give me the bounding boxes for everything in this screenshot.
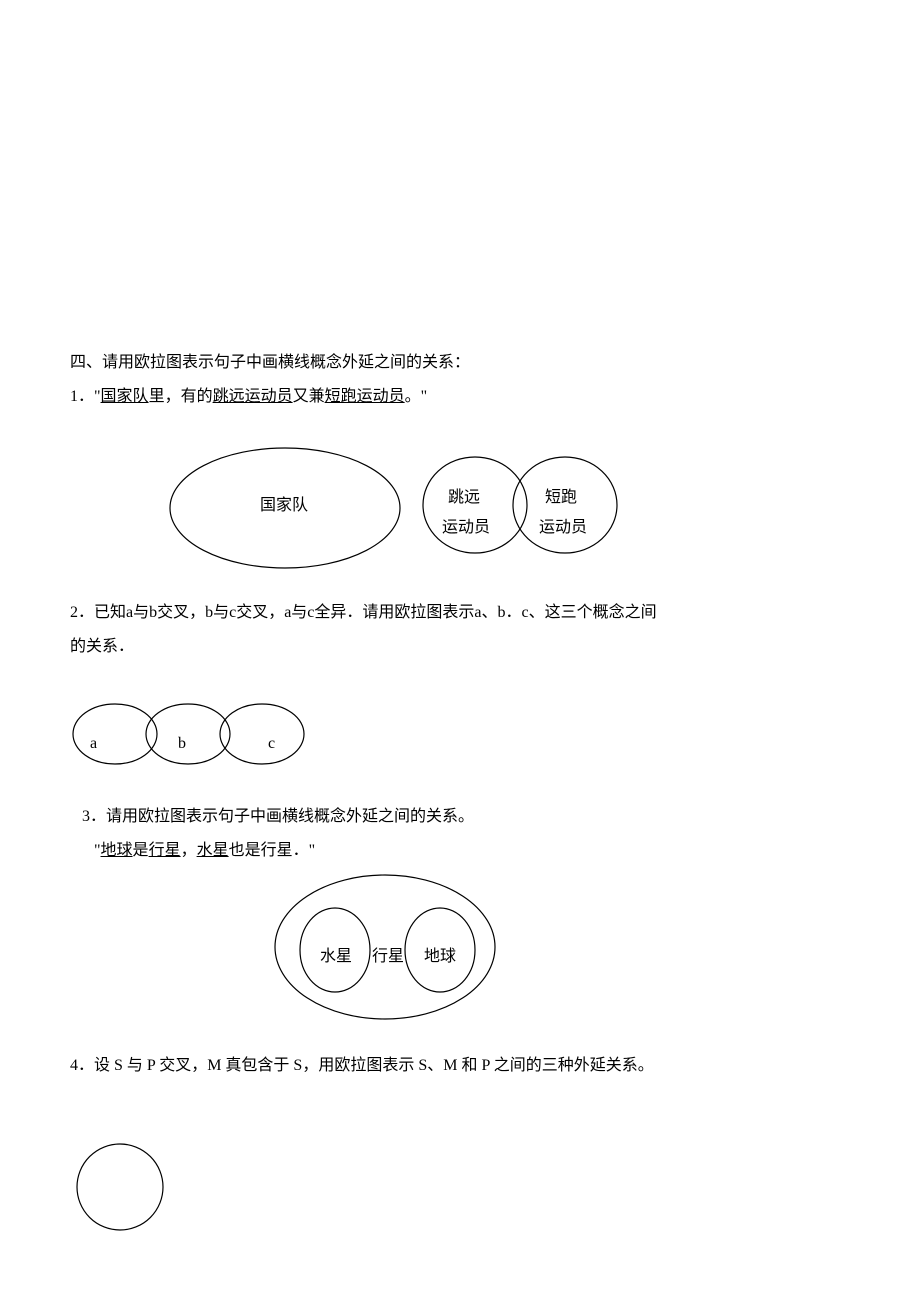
q2-label-a: a [90,729,97,759]
q3-diagram: 水星 行星 地球 [160,872,850,1027]
q1-underline-a: 国家队 [101,388,149,405]
section-heading: 四、请用欧拉图表示句子中画横线概念外延之间的关系： [70,348,850,378]
q3-label-mid: 行星 [372,942,404,972]
q1-prefix: 1．" [70,388,101,405]
q1-label-left2: 运动员 [442,513,490,543]
q2-label-b: b [178,729,186,759]
q1-label-big: 国家队 [260,491,308,521]
q4-text: 4．设 S 与 P 交叉，M 真包含于 S，用欧拉图表示 S、M 和 P 之间的… [70,1051,850,1081]
q2-label-c: c [268,729,275,759]
q3-mid2: ， [181,842,197,859]
q3-mid3: 也是行星．" [229,842,316,859]
q3-line1: 3．请用欧拉图表示句子中画横线概念外延之间的关系。 [70,802,850,832]
q1-suffix: 。" [405,388,428,405]
q3-underline-c: 水星 [197,842,229,859]
q1-label-right2: 运动员 [539,513,587,543]
q1-mid1: 里，有的 [149,388,213,405]
q4-diagram [70,1137,850,1237]
q1-underline-b: 跳远运动员 [213,388,293,405]
q3-underline-a: 地球 [101,842,133,859]
q1-label-left1: 跳远 [448,483,480,513]
q2-text-line1: 2．已知a与b交叉，b与c交叉，a与c全异．请用欧拉图表示a、b．c、这三个概念… [70,598,850,628]
q3-mid1: 是 [133,842,149,859]
q3-label-left: 水星 [320,942,352,972]
q1-underline-c: 短跑运动员 [325,388,405,405]
q2-text-line2: 的关系． [70,632,850,662]
q1-mid2: 又兼 [293,388,325,405]
q3-underline-b: 行星 [149,842,181,859]
q3-label-right: 地球 [424,942,456,972]
q1-label-right1: 短跑 [545,483,577,513]
q3-text: "地球是行星，水星也是行星．" [70,836,850,866]
q1-diagram: 国家队 跳远 运动员 短跑 运动员 [130,443,850,578]
q1-text: 1．"国家队里，有的跳远运动员又兼短跑运动员。" [70,382,850,412]
q2-diagram: a b c [70,699,850,774]
